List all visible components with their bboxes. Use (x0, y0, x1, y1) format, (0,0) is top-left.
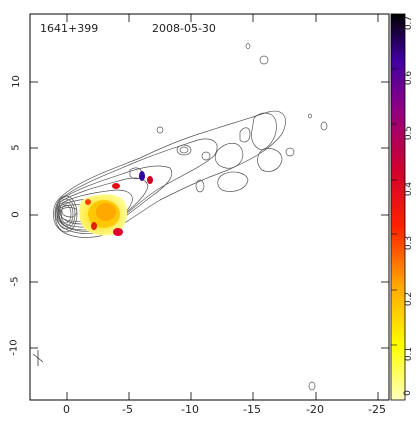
y-tick-label: 0 (10, 211, 22, 218)
x-tick-label: -5 (122, 403, 133, 416)
x-tick-label: 0 (63, 403, 70, 416)
beam-marker (32, 350, 44, 366)
x-tick-label: -10 (181, 403, 199, 416)
colorbar (390, 13, 406, 401)
colorbar-tick-label: 0.6 (404, 70, 415, 86)
observation-date: 2008-05-30 (152, 22, 216, 35)
source-name: 1641+399 (40, 22, 99, 35)
x-tick-label: -15 (243, 403, 261, 416)
y-tick-label: -5 (9, 276, 21, 287)
y-tick-label: -10 (8, 339, 20, 356)
plot-frame (29, 13, 390, 401)
y-tick-label: 5 (10, 144, 22, 151)
colorbar-ticks (391, 13, 397, 346)
y-axis-ticks (30, 81, 389, 349)
y-tick-label: 10 (10, 75, 22, 88)
colorbar-tick-label: 0 (402, 390, 413, 396)
colorbar-tick-label: 0.3 (404, 235, 415, 251)
colorbar-tick-label: 0.7 (404, 15, 415, 31)
colorbar-tick-label: 0.2 (404, 291, 415, 307)
colorbar-tick-label: 0.4 (404, 181, 415, 197)
x-axis-ticks (66, 14, 379, 400)
x-tick-label: -25 (368, 403, 386, 416)
x-tick-label: -20 (306, 403, 324, 416)
colorbar-tick-label: 0.1 (404, 346, 415, 362)
colorbar-tick-label: 0.5 (404, 125, 415, 141)
contour-lines (53, 43, 328, 391)
intensity-map (79, 171, 153, 236)
